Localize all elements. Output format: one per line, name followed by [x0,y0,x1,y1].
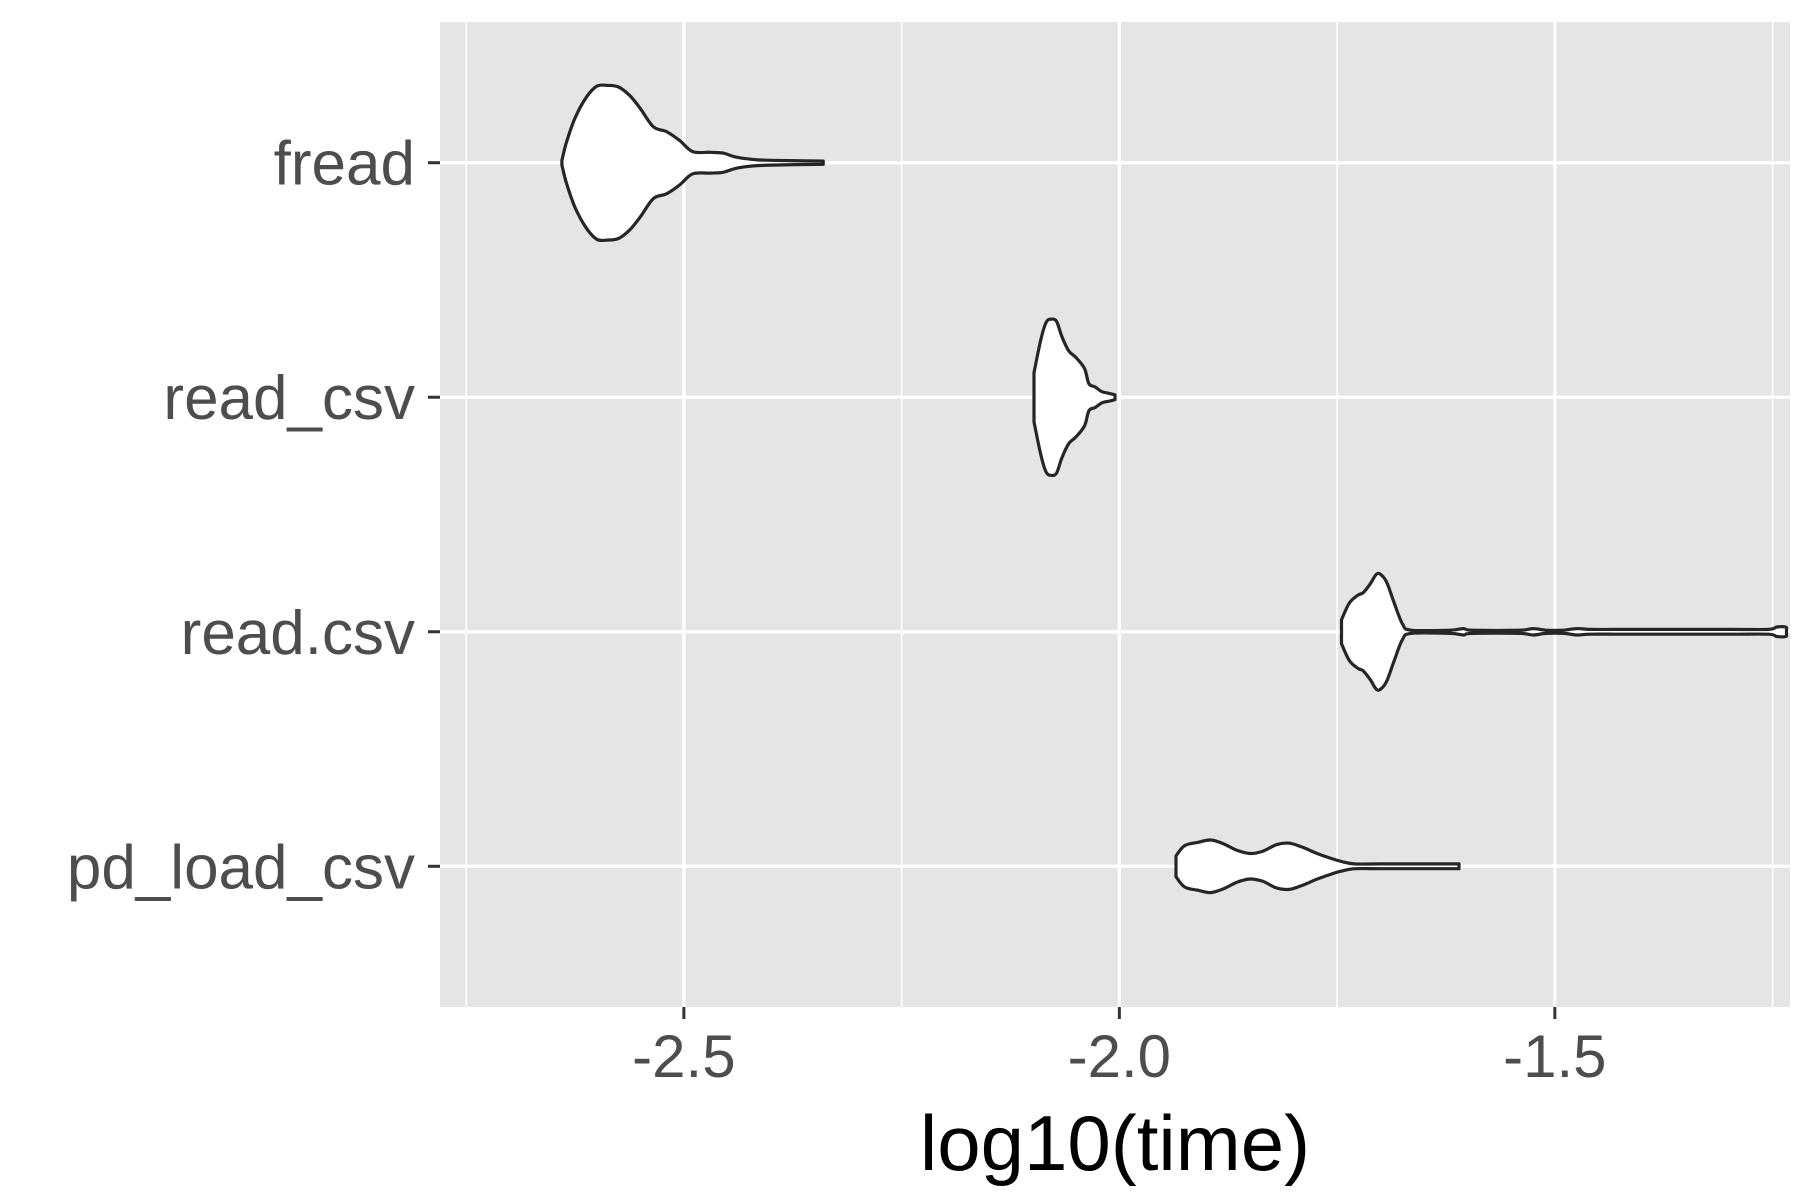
violin-read-csv [1032,317,1117,478]
violins [560,83,1789,895]
violin-fread [560,83,825,243]
x-axis-title: log10(time) [920,1099,1310,1187]
y-tick-label: fread [274,130,415,199]
x-tick-label: -2.5 [632,1023,735,1090]
y-tick-label: read_csv [163,364,415,433]
violin-read-csv [1339,571,1789,692]
y-tick-label: read.csv [181,599,415,668]
minor-gridlines [465,22,1774,1007]
x-tick-label: -2.0 [1068,1023,1171,1090]
y-axis: fread read_csv read.csv pd_load_csv [67,130,440,902]
x-axis: -2.5 -2.0 -1.5 [632,1007,1607,1090]
x-tick-label: -1.5 [1503,1023,1606,1090]
violin-pd-load-csv [1174,838,1461,895]
y-tick-label: pd_load_csv [67,833,415,902]
